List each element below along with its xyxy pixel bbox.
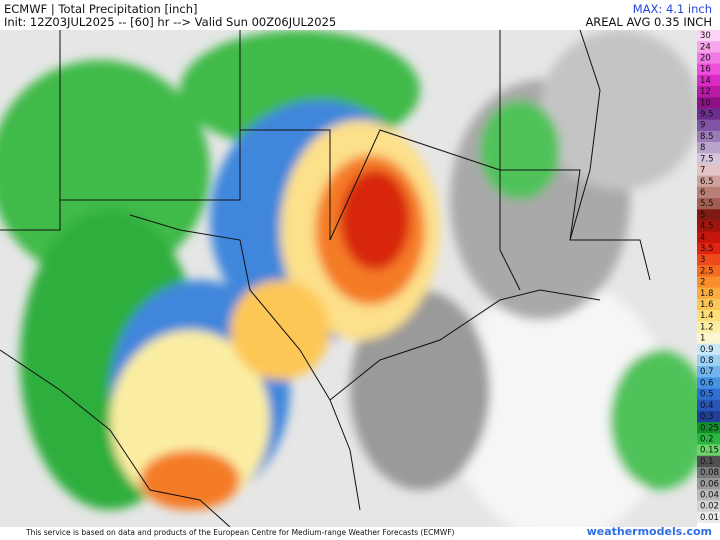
colorbar-label: 0.08 <box>700 468 719 478</box>
colorbar-swatch <box>697 254 720 266</box>
colorbar-label: 1.4 <box>700 311 714 321</box>
colorbar-swatch <box>697 433 720 446</box>
colorbar-swatch <box>697 242 720 255</box>
colorbar-swatch <box>697 175 720 188</box>
colorbar-swatch <box>697 422 720 434</box>
colorbar-swatch <box>697 511 720 523</box>
colorbar-swatch <box>697 41 720 53</box>
colorbar-swatch <box>697 410 720 423</box>
colorbar-swatch <box>697 119 720 132</box>
colorbar-swatch <box>697 399 720 412</box>
colorbar-swatch <box>697 30 720 42</box>
colorbar-swatch <box>697 186 720 199</box>
colorbar-label: 5 <box>700 210 705 220</box>
colorbar-swatch <box>697 489 720 502</box>
colorbar-swatch <box>697 478 720 490</box>
colorbar-label: 0.6 <box>700 378 714 388</box>
colorbar-swatch <box>697 321 720 334</box>
colorbar-label: 4 <box>700 233 705 243</box>
colorbar-label: 0.02 <box>700 502 719 512</box>
footer-credit: This service is based on data and produc… <box>26 528 455 537</box>
colorbar-label: 9 <box>700 121 705 131</box>
colorbar-label: 2 <box>700 278 705 288</box>
colorbar-swatch <box>697 265 720 277</box>
colorbar-swatch <box>697 74 720 87</box>
colorbar-swatch <box>697 63 720 76</box>
colorbar-swatch <box>697 366 720 378</box>
colorbar-label: 24 <box>700 42 711 52</box>
colorbar-swatch <box>697 343 720 356</box>
colorbar-swatch <box>697 231 720 244</box>
colorbar-label: 0.8 <box>700 356 714 366</box>
colorbar-label: 8 <box>700 143 705 153</box>
colorbar-label: 8.5 <box>700 132 714 142</box>
colorbar-label: 5.5 <box>700 199 714 209</box>
colorbar-swatch <box>697 86 720 98</box>
colorbar-label: 3.5 <box>700 244 714 254</box>
colorbar-swatch <box>697 332 720 345</box>
colorbar-label: 0.25 <box>700 423 719 433</box>
colorbar-swatch <box>697 377 720 390</box>
colorbar-label: 12 <box>700 87 711 97</box>
colorbar-label: 2.5 <box>700 266 714 276</box>
colorbar-label: 7 <box>700 166 705 176</box>
colorbar-swatch <box>697 153 720 165</box>
colorbar-label: 0.9 <box>700 345 714 355</box>
colorbar-label: 30 <box>700 31 711 41</box>
colorbar-swatch <box>697 130 720 143</box>
colorbar-label: 0.5 <box>700 390 714 400</box>
colorbar-swatch <box>697 198 720 210</box>
colorbar-label: 0.4 <box>700 401 714 411</box>
colorbar-swatch <box>697 142 720 154</box>
colorbar-swatch <box>697 388 720 401</box>
colorbar-label: 9.5 <box>700 110 714 120</box>
colorbar-swatch <box>697 500 720 513</box>
colorbar-label: 20 <box>700 54 711 64</box>
colorbar-swatch <box>697 354 720 367</box>
colorbar-swatch <box>697 97 720 109</box>
colorbar-label: 3 <box>700 255 705 265</box>
colorbar-swatch <box>697 209 720 221</box>
colorbar-label: 16 <box>700 65 711 75</box>
colorbar-swatch <box>697 220 720 233</box>
colorbar-swatch <box>697 287 720 300</box>
areal-avg: AREAL AVG 0.35 INCH <box>585 15 712 29</box>
colorbar-label: 1.6 <box>700 300 714 310</box>
colorbar-swatch <box>697 466 720 479</box>
colorbar-label: 0.3 <box>700 412 714 422</box>
colorbar-label: 0.01 <box>700 513 719 523</box>
colorbar-label: 6.5 <box>700 177 714 187</box>
colorbar-swatch <box>697 444 720 457</box>
colorbar-label: 1 <box>700 334 705 344</box>
colorbar-label: 10 <box>700 98 711 108</box>
colorbar-label: 4.5 <box>700 222 714 232</box>
colorbar-label: 7.5 <box>700 154 714 164</box>
colorbar-label: 0.1 <box>700 457 714 467</box>
colorbar-label: 0.2 <box>700 434 714 444</box>
subtitle: Init: 12Z03JUL2025 -- [60] hr --> Valid … <box>4 15 337 29</box>
colorbar-swatch <box>697 108 720 121</box>
colorbar-label: 0.04 <box>700 490 719 500</box>
colorbar-swatch <box>697 276 720 289</box>
colorbar-swatch <box>697 52 720 65</box>
colorbar-swatch <box>697 164 720 177</box>
colorbar-label: 6 <box>700 188 705 198</box>
colorbar-label: 0.7 <box>700 367 714 377</box>
colorbar-swatch <box>697 298 720 311</box>
colorbar-label: 1.2 <box>700 322 714 332</box>
colorbar-label: 14 <box>700 76 711 86</box>
colorbar-swatch <box>697 310 720 322</box>
map <box>0 30 697 527</box>
colorbar-swatch <box>697 455 720 468</box>
colorbar-label: 0.15 <box>700 446 719 456</box>
title: ECMWF | Total Precipitation [inch] <box>4 2 198 16</box>
colorbar: 302420161412109.598.587.576.565.554.543.… <box>697 30 720 523</box>
colorbar-label: 0.06 <box>700 479 719 489</box>
max-label: MAX: 4.1 inch <box>632 2 712 16</box>
brand: weathermodels.com <box>586 525 712 538</box>
colorbar-label: 1.8 <box>700 289 714 299</box>
